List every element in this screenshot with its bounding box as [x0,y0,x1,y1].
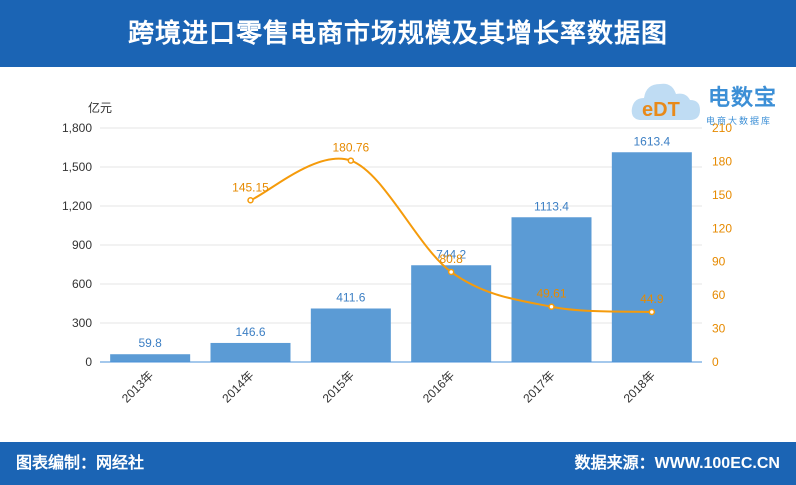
logo-brand: 电数宝 [708,85,778,110]
bar [210,342,291,362]
growth-value-label: 145.15 [232,180,269,194]
growth-value-label: 44.9 [640,292,664,306]
bar-value-label: 1613.4 [633,134,670,148]
right-tick-label: 0 [712,355,719,369]
right-tick-label: 90 [712,255,726,269]
header-bar: 跨境进口零售电商市场规模及其增长率数据图 [0,0,796,67]
x-tick-label: 2013年 [119,368,156,405]
growth-point [548,303,555,310]
right-tick-label: 120 [712,221,732,235]
cloud-logo-icon: eDT [631,83,700,121]
right-tick-label: 30 [712,322,726,336]
footer-bar: 图表编制：网经社 数据来源：WWW.100EC.CN [0,442,796,485]
right-tick-label: 60 [712,288,726,302]
right-tick-label: 180 [712,154,732,168]
growth-point [447,268,455,276]
left-axis-unit: 亿元 [88,101,113,115]
x-tick-label: 2015年 [320,368,357,405]
left-tick-label: 1,500 [62,160,92,174]
growth-value-label: 80.8 [439,252,463,266]
growth-point [347,157,355,164]
x-tick-label: 2017年 [520,368,557,405]
footer-compiler: 图表编制：网经社 [16,455,145,472]
growth-line-series: 145.15 180.76 80.8 49.61 44.9 [232,141,664,316]
logo: eDT 电数宝 电商大数据库 [628,74,793,132]
bar [310,308,391,362]
chart-canvas: 59.8 146.6 411.6 744.2 1113.4 1613.4 145.15 18… [62,121,732,405]
bar [611,152,692,362]
bar [411,265,492,362]
logo-slogan: 电商大数据库 [706,116,773,126]
bar-value-label: 411.6 [336,290,365,304]
right-tick-label: 210 [712,121,732,135]
x-tick-label: 2016年 [420,368,457,405]
growth-point [247,197,254,204]
bar-value-label: 744.2 [436,247,466,261]
logo-mark: eDT [642,99,680,121]
left-tick-label: 1,800 [62,121,92,135]
growth-value-label: 49.61 [536,287,566,301]
bar [110,354,191,362]
gridlines [100,127,702,324]
left-tick-label: 300 [72,316,92,330]
left-tick-label: 900 [72,238,92,252]
bar [511,217,592,362]
left-tick-label: 600 [72,277,92,291]
bar-value-label: 59.8 [138,336,162,350]
growth-point [648,308,656,316]
bar-series: 59.8 146.6 411.6 744.2 1113.4 1613.4 [110,134,692,362]
x-tick-label: 2014年 [219,368,256,405]
chart-title: 跨境进口零售电商市场规模及其增长率数据图 [127,18,668,48]
growth-value-label: 180.76 [332,141,369,155]
bar-value-label: 146.6 [235,325,265,339]
right-tick-label: 150 [712,188,732,202]
footer-source: 数据来源：WWW.100EC.CN [574,455,780,472]
x-tick-label: 2018年 [621,368,658,405]
left-tick-label: 1,200 [62,199,92,213]
left-tick-label: 0 [85,355,92,369]
bar-value-label: 1113.4 [534,199,569,213]
